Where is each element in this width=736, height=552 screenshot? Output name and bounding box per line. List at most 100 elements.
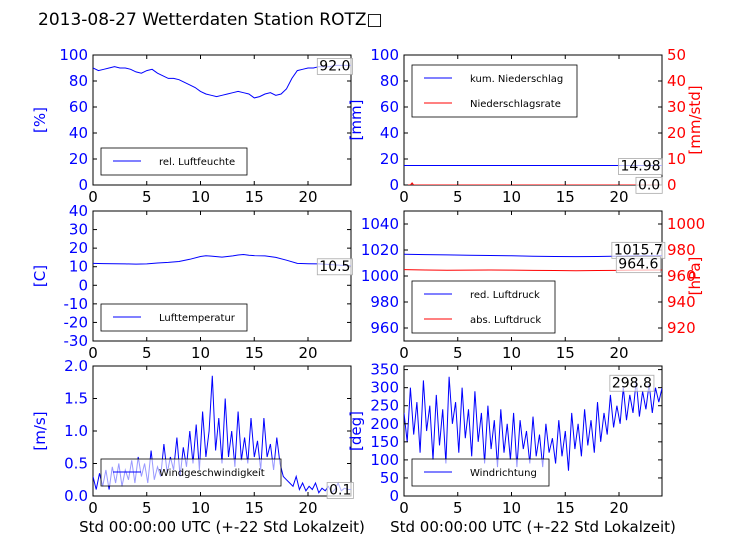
x-tick-label: 5 [453, 344, 463, 362]
x-tick-label: 20 [609, 188, 628, 206]
x-tick-label: 10 [502, 344, 521, 362]
legend: Windrichtung [411, 458, 550, 487]
value-annotation: 92.0 [319, 58, 350, 74]
legend: kum. Niederschlag Niederschlagsrate [411, 64, 578, 118]
value-annotation: 0.1 [329, 483, 351, 499]
legend-label: Windrichtung [470, 468, 537, 479]
temperature-panel: 0 5 10 15 20-30-20-10010203040[C]Lufttempera… [31, 202, 353, 362]
x-tick-label: 15 [556, 188, 575, 206]
y-tick-label: 250 [370, 397, 399, 415]
y-axis-label: [%] [31, 107, 49, 133]
value-annotation: 0.0 [638, 177, 660, 193]
legend-label: rel. Luftfeuchte [159, 157, 235, 168]
x-tick-label: 10 [502, 499, 521, 517]
y-tick-label: 200 [370, 415, 399, 433]
legend-label: abs. Luftdruck [470, 315, 541, 326]
y2-tick-label: 30 [667, 98, 686, 116]
x-axis-label: Std 00:00:00 UTC (+-22 Std Lokalzeit) [79, 518, 365, 536]
annotation-box [316, 258, 353, 276]
y-tick-label: 0 [78, 176, 88, 194]
y-axis-label: [mm] [347, 100, 365, 141]
x-tick-label: 20 [298, 188, 317, 206]
y2-tick-label: 1000 [667, 215, 705, 233]
x-tick-label: 15 [556, 499, 575, 517]
value-annotation: 14.98 [620, 159, 660, 175]
x-tick-label: 10 [191, 499, 210, 517]
x-tick-label: 20 [298, 499, 317, 517]
y-tick-label: -30 [64, 332, 89, 350]
y-tick-label: -20 [64, 313, 89, 331]
y2-axis-label: [mm/std] [686, 85, 704, 154]
y-tick-label: 100 [59, 46, 88, 64]
y-tick-label: 980 [370, 293, 399, 311]
legend-label: Lufttemperatur [159, 313, 236, 324]
legend-label: Windgeschwindigkeit [159, 468, 265, 479]
y-tick-label: 0 [389, 487, 399, 505]
y2-tick-label: 50 [667, 46, 686, 64]
series-line-0 [93, 64, 351, 99]
x-tick-label: 0 [399, 499, 409, 517]
legend: red. Luftdruck abs. Luftdruck [411, 280, 556, 334]
y-tick-label: 100 [370, 451, 399, 469]
x-tick-label: 20 [609, 344, 628, 362]
y2-tick-label: 0 [667, 176, 677, 194]
x-tick-label: 5 [142, 499, 152, 517]
x-tick-label: 20 [298, 344, 317, 362]
y-tick-label: 1040 [361, 215, 399, 233]
x-tick-label: 15 [556, 344, 575, 362]
y-tick-label: 20 [69, 150, 88, 168]
humidity-panel: 0 5 10 15 20 0 20 40 60 80 100 [%] rel. Luftfeuchte 9… [31, 46, 353, 206]
y-tick-label: 80 [380, 72, 399, 90]
x-tick-label: 15 [245, 344, 264, 362]
legend: Windgeschwindigkeit [100, 458, 282, 487]
x-tick-label: 0 [399, 188, 409, 206]
y-tick-label: 0 [78, 276, 88, 294]
x-tick-label: 5 [453, 188, 463, 206]
y-tick-label: 100 [370, 46, 399, 64]
y-tick-label: 960 [370, 319, 399, 337]
annotation-box [326, 482, 354, 499]
value-annotation: 1015.7 [614, 242, 663, 258]
y-tick-label: 10 [69, 258, 88, 276]
y-tick-label: 40 [69, 202, 88, 220]
y-tick-label: 60 [380, 98, 399, 116]
annotation-box [609, 374, 655, 392]
y2-tick-label: 40 [667, 72, 686, 90]
pressure-panel: 0 5 10 15 2096098010001020104092094096098010… [361, 210, 705, 362]
x-tick-label: 0 [88, 499, 98, 517]
y-tick-label: 300 [370, 379, 399, 397]
annotation-box [635, 176, 663, 194]
x-tick-label: 20 [609, 499, 628, 517]
y-axis-label: [C] [31, 265, 49, 287]
value-annotation: 964.6 [618, 257, 658, 273]
y2-tick-label: 920 [667, 319, 696, 337]
x-tick-label: 0 [88, 344, 98, 362]
y-tick-label: 350 [370, 361, 399, 379]
legend-box [411, 280, 556, 334]
annotation-box [615, 256, 661, 274]
y2-tick-label: 10 [667, 150, 686, 168]
y2-tick-label: 20 [667, 124, 686, 142]
y-tick-label: 40 [69, 124, 88, 142]
y-tick-label: 20 [69, 239, 88, 257]
x-tick-label: 10 [191, 188, 210, 206]
y-tick-label: 0.5 [64, 455, 88, 473]
annotation-box [618, 158, 663, 175]
y-axis-label: [m/s] [31, 411, 49, 450]
value-annotation: 298.8 [612, 375, 652, 391]
x-tick-label: 15 [245, 499, 264, 517]
y2-axis-label: [hPa] [686, 257, 704, 296]
x-tick-label: 10 [191, 344, 210, 362]
y-tick-label: 30 [69, 221, 88, 239]
x-tick-label: 5 [142, 344, 152, 362]
y-tick-label: 40 [380, 124, 399, 142]
y-tick-label: 150 [370, 433, 399, 451]
legend: rel. Luftfeuchte [100, 147, 248, 176]
legend-label: kum. Niederschlag [470, 74, 563, 85]
y-tick-label: 1.5 [64, 390, 88, 408]
precipitation-panel: 0 5 10 15 20 0 20 40 60 80 100 0 10 20 30 40 50 [mm] [mm/s… [347, 46, 704, 206]
x-axis-label: Std 00:00:00 UTC (+-22 Std Lokalzeit) [390, 518, 676, 536]
x-tick-label: 5 [453, 499, 463, 517]
annotation-box [316, 58, 353, 75]
